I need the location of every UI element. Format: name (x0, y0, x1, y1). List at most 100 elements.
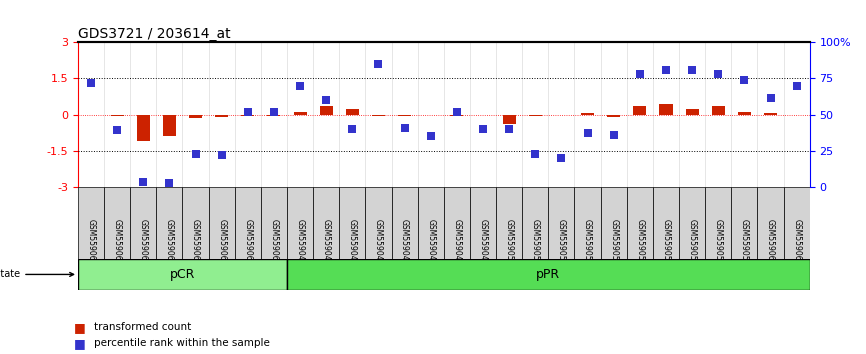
Bar (476, 114, 489, 115)
FancyBboxPatch shape (157, 187, 183, 258)
Text: GSM559048: GSM559048 (452, 219, 462, 266)
Text: GSM559058: GSM559058 (714, 219, 723, 266)
Point (163, 180, 177, 186)
Text: GSM559060: GSM559060 (766, 219, 775, 266)
Point (397, 125, 411, 131)
Text: GSM559047: GSM559047 (426, 219, 436, 266)
FancyBboxPatch shape (548, 187, 574, 258)
Bar (294, 112, 307, 114)
Text: pPR: pPR (536, 268, 560, 281)
FancyBboxPatch shape (574, 187, 601, 258)
FancyBboxPatch shape (130, 187, 157, 258)
Text: GSM559062: GSM559062 (87, 219, 95, 266)
Point (790, 83, 804, 88)
Bar (581, 113, 594, 114)
Point (633, 71, 647, 76)
FancyBboxPatch shape (261, 187, 287, 258)
FancyBboxPatch shape (758, 187, 784, 258)
Text: pCR: pCR (170, 268, 195, 281)
FancyBboxPatch shape (209, 187, 235, 258)
Point (110, 127, 124, 133)
FancyBboxPatch shape (784, 187, 810, 258)
FancyBboxPatch shape (522, 187, 548, 258)
Text: percentile rank within the sample: percentile rank within the sample (94, 338, 269, 348)
FancyBboxPatch shape (287, 187, 313, 258)
Point (711, 71, 725, 76)
Bar (320, 106, 333, 114)
FancyBboxPatch shape (601, 187, 627, 258)
Text: ■: ■ (74, 321, 86, 334)
FancyBboxPatch shape (391, 187, 417, 258)
Text: GSM559045: GSM559045 (374, 219, 383, 266)
Bar (242, 114, 255, 116)
Bar (764, 113, 777, 114)
Text: GSM559050: GSM559050 (505, 219, 514, 266)
Text: GSM559067: GSM559067 (217, 219, 226, 266)
Text: GSM559042: GSM559042 (295, 219, 305, 266)
FancyBboxPatch shape (417, 187, 443, 258)
Point (607, 132, 621, 138)
Point (189, 151, 203, 157)
FancyBboxPatch shape (78, 258, 287, 290)
FancyBboxPatch shape (235, 187, 261, 258)
FancyBboxPatch shape (313, 187, 339, 258)
Bar (268, 114, 281, 116)
Text: GSM559043: GSM559043 (322, 219, 331, 266)
Point (502, 126, 516, 132)
Bar (502, 114, 515, 124)
FancyBboxPatch shape (287, 258, 810, 290)
FancyBboxPatch shape (339, 187, 365, 258)
Text: GSM559044: GSM559044 (348, 219, 357, 266)
Point (320, 97, 333, 103)
Bar (633, 106, 646, 114)
Point (738, 77, 752, 82)
Bar (163, 114, 176, 136)
Point (423, 133, 437, 139)
Point (685, 67, 699, 73)
Bar (346, 109, 359, 114)
Text: GSM559066: GSM559066 (191, 219, 200, 266)
Text: ■: ■ (74, 337, 86, 350)
Bar (607, 114, 620, 117)
Point (294, 83, 307, 88)
Bar (189, 114, 202, 118)
Point (372, 61, 385, 67)
Point (580, 130, 594, 135)
FancyBboxPatch shape (679, 187, 705, 258)
Text: GSM559054: GSM559054 (609, 219, 618, 266)
Text: GSM559051: GSM559051 (531, 219, 540, 266)
FancyBboxPatch shape (705, 187, 731, 258)
Text: GSM559056: GSM559056 (662, 219, 670, 266)
Point (450, 109, 464, 115)
Point (476, 126, 490, 132)
Text: GSM559052: GSM559052 (557, 219, 565, 266)
Bar (738, 112, 751, 114)
Point (241, 109, 255, 115)
Text: GSM559069: GSM559069 (269, 219, 279, 266)
Text: GSM559059: GSM559059 (740, 219, 749, 266)
Text: GSM559068: GSM559068 (243, 219, 252, 266)
Bar (686, 109, 699, 114)
Text: GSM559055: GSM559055 (636, 219, 644, 266)
FancyBboxPatch shape (653, 187, 679, 258)
Text: transformed count: transformed count (94, 322, 191, 332)
Bar (450, 114, 463, 116)
Text: GDS3721 / 203614_at: GDS3721 / 203614_at (78, 28, 230, 41)
FancyBboxPatch shape (470, 187, 496, 258)
Bar (712, 106, 725, 114)
Bar (659, 104, 673, 114)
Bar (372, 114, 385, 116)
Text: GSM559064: GSM559064 (139, 219, 148, 266)
FancyBboxPatch shape (365, 187, 391, 258)
FancyBboxPatch shape (78, 187, 104, 258)
Bar (398, 114, 411, 116)
Point (659, 67, 673, 73)
Bar (111, 114, 124, 116)
FancyBboxPatch shape (731, 187, 758, 258)
Point (136, 179, 150, 184)
Text: GSM559063: GSM559063 (113, 219, 121, 266)
Text: GSM559046: GSM559046 (400, 219, 409, 266)
Text: GSM559053: GSM559053 (583, 219, 592, 266)
Point (84, 80, 98, 86)
Bar (215, 114, 229, 118)
